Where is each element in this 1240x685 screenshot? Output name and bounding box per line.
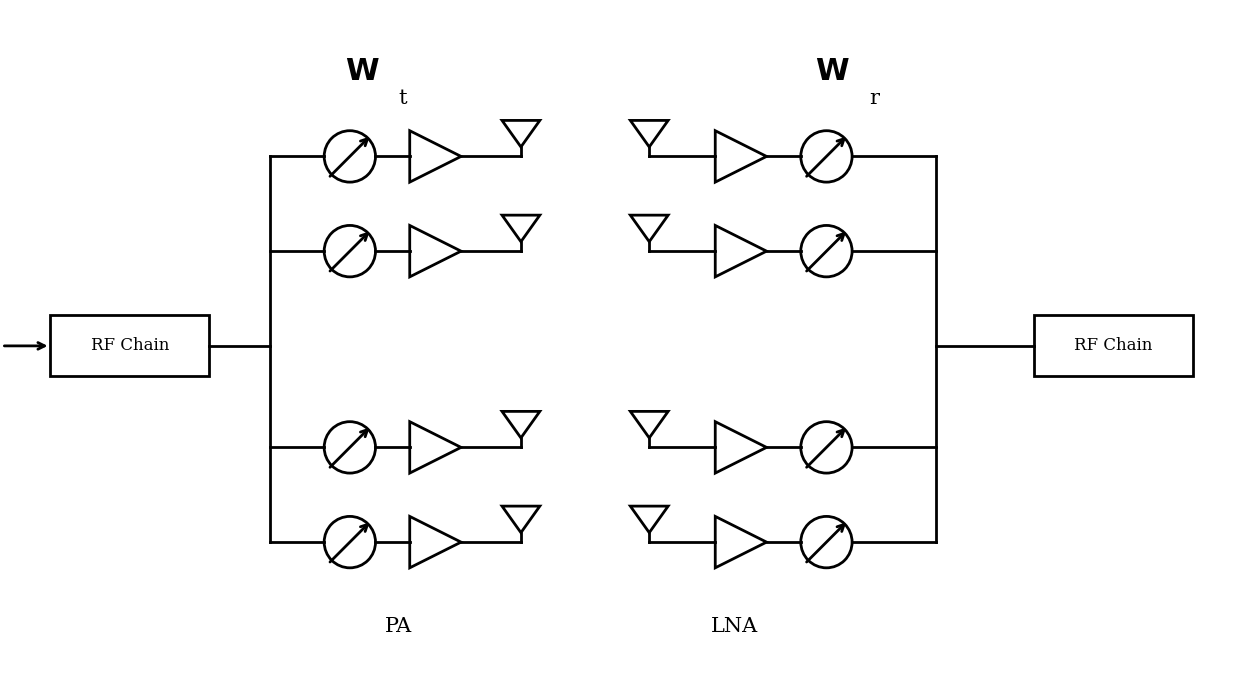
Text: r: r <box>869 89 879 108</box>
Text: RF Chain: RF Chain <box>91 338 169 354</box>
Text: t: t <box>399 89 408 108</box>
Bar <box>1034 315 1193 376</box>
Text: $\mathbf{W}$: $\mathbf{W}$ <box>345 56 379 87</box>
Text: LNA: LNA <box>712 617 759 636</box>
Text: PA: PA <box>386 617 413 636</box>
Bar <box>51 315 210 376</box>
Text: RF Chain: RF Chain <box>1074 338 1153 354</box>
Text: $\mathbf{W}$: $\mathbf{W}$ <box>815 56 849 87</box>
